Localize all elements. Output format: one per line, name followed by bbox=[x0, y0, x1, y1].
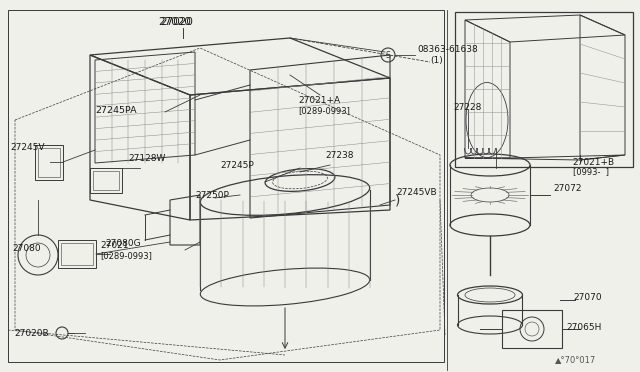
Text: 27245P: 27245P bbox=[220, 160, 253, 170]
Text: 27080G: 27080G bbox=[105, 238, 141, 247]
Text: 27070: 27070 bbox=[573, 292, 602, 301]
Text: 27080: 27080 bbox=[12, 244, 40, 253]
Text: 27020: 27020 bbox=[158, 17, 191, 27]
Text: 27020: 27020 bbox=[160, 17, 193, 27]
Text: 27072: 27072 bbox=[553, 183, 582, 192]
Text: 27238: 27238 bbox=[325, 151, 353, 160]
Text: S: S bbox=[386, 51, 390, 60]
Text: 27021+B: 27021+B bbox=[572, 157, 614, 167]
Bar bbox=[61, 243, 93, 265]
Text: 27245VB: 27245VB bbox=[396, 187, 436, 196]
Text: 08363-61638: 08363-61638 bbox=[417, 45, 477, 54]
Bar bbox=[58, 240, 96, 268]
Text: [0993-  ]: [0993- ] bbox=[573, 167, 609, 176]
Text: 27228: 27228 bbox=[453, 103, 481, 112]
Bar bbox=[93, 171, 119, 190]
Text: 27021+A: 27021+A bbox=[298, 96, 340, 105]
Bar bbox=[38, 148, 60, 177]
Text: (1): (1) bbox=[430, 55, 443, 64]
Text: 27021: 27021 bbox=[100, 241, 129, 250]
Text: ▲°70°017: ▲°70°017 bbox=[555, 356, 596, 365]
Text: 27020B: 27020B bbox=[14, 328, 49, 337]
Text: [0289-0993]: [0289-0993] bbox=[100, 251, 152, 260]
Bar bbox=[8, 10, 444, 362]
Text: 27128W: 27128W bbox=[128, 154, 165, 163]
Bar bbox=[90, 168, 122, 193]
Bar bbox=[455, 12, 633, 167]
Text: 27245V: 27245V bbox=[10, 142, 45, 151]
Text: ): ) bbox=[395, 193, 401, 207]
Bar bbox=[35, 145, 63, 180]
Text: 27250P: 27250P bbox=[195, 190, 229, 199]
Text: 27065H: 27065H bbox=[566, 323, 602, 331]
Text: [0289-0993]: [0289-0993] bbox=[298, 106, 350, 115]
Text: 27245PA: 27245PA bbox=[95, 106, 136, 115]
Bar bbox=[502, 310, 562, 348]
